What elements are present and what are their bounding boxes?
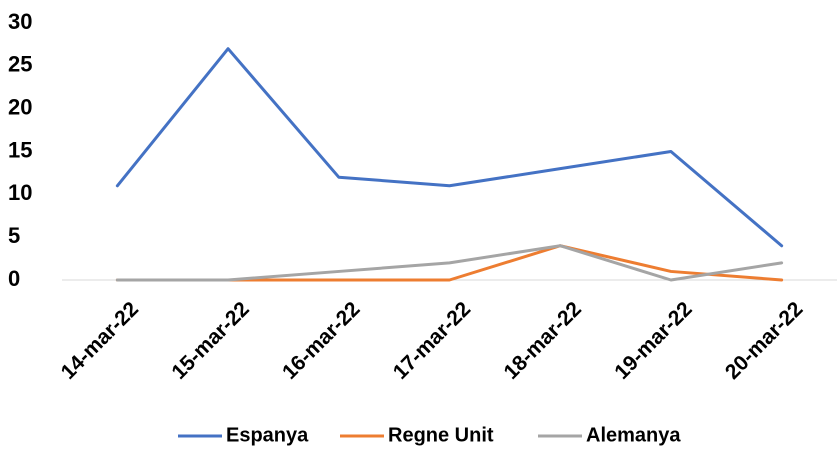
- legend-label-1: Regne Unit: [388, 424, 494, 446]
- x-axis-ticks: 14-mar-22 15-mar-22 16-mar-22 17-mar-22 18-m…: [57, 297, 808, 383]
- x-tick-label: 19-mar-22: [610, 297, 696, 383]
- series-line-0: [115, 47, 784, 248]
- legend-label-0: Espanya: [226, 424, 309, 446]
- y-tick-label: 0: [8, 266, 20, 291]
- series-layer: [115, 47, 784, 282]
- y-tick-label: 10: [8, 180, 32, 205]
- legend-label-2: Alemanya: [586, 424, 681, 446]
- y-tick-label: 5: [8, 223, 20, 248]
- x-tick-label: 15-mar-22: [167, 297, 253, 383]
- legend: Espanya Regne Unit Alemanya: [178, 424, 681, 446]
- x-tick-label: 14-mar-22: [57, 297, 143, 383]
- series-line-2: [115, 244, 784, 282]
- y-tick-label: 20: [8, 94, 32, 119]
- y-tick-label: 30: [8, 9, 32, 34]
- x-tick-label: 17-mar-22: [389, 297, 475, 383]
- y-axis-ticks: 0 5 10 15 20 25 30: [8, 9, 32, 291]
- x-tick-label: 18-mar-22: [500, 297, 586, 383]
- y-tick-label: 15: [8, 137, 32, 162]
- y-tick-label: 25: [8, 52, 32, 77]
- x-tick-label: 20-mar-22: [721, 297, 807, 383]
- x-tick-label: 16-mar-22: [278, 297, 364, 383]
